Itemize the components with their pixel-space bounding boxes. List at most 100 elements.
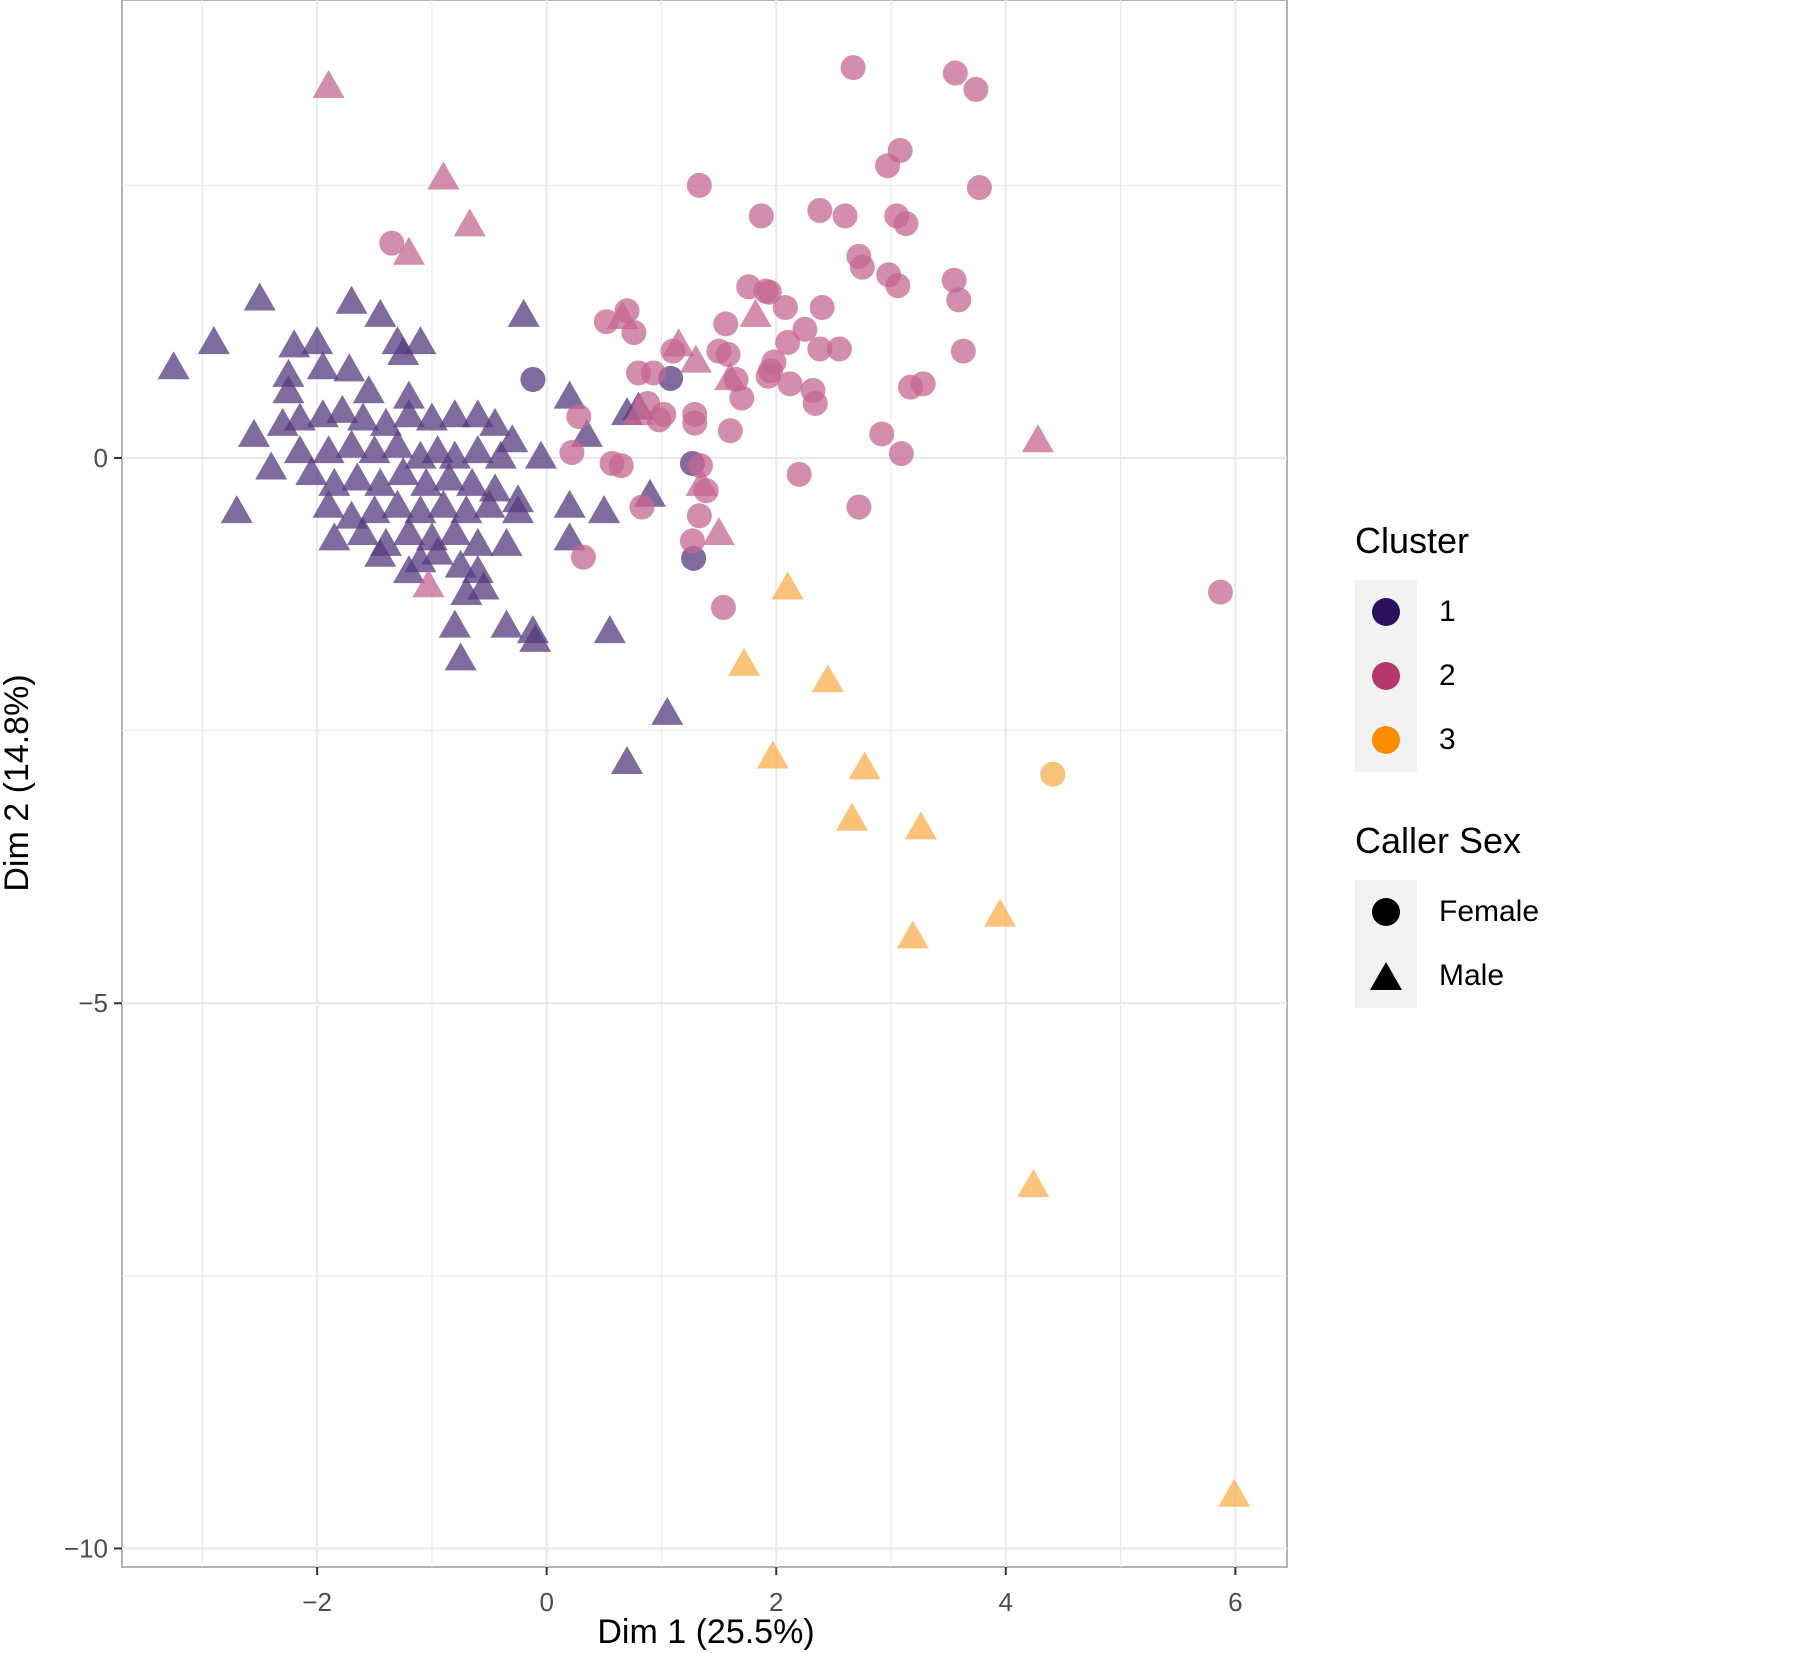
cluster-1-male-point: [392, 399, 425, 428]
cluster-2-female-point: [755, 363, 781, 389]
cluster-1-male-point: [387, 456, 420, 485]
legend-cluster-1-key: [1355, 580, 1417, 644]
cluster-1-male-point: [392, 555, 425, 584]
y-axis-ticks: −10 −5 0: [64, 443, 122, 1563]
cluster-2-male-point: [312, 69, 345, 98]
cluster-2-female-point: [729, 385, 755, 411]
cluster-1-male-point: [553, 489, 586, 518]
cluster-1-male-point: [364, 298, 397, 327]
legend-cluster-3-key: [1355, 708, 1417, 772]
cluster-2-female-point: [640, 360, 666, 386]
cluster-2-male-point: [392, 236, 425, 265]
cluster-1-male-point: [301, 326, 334, 355]
cluster-2-female-point: [570, 544, 596, 570]
x-axis-title: Dim 1 (25.5%): [597, 1613, 814, 1651]
cluster-1-male-point: [611, 745, 644, 774]
cluster-3-male-point: [728, 647, 761, 676]
legend-sex-male: Male: [1355, 944, 1775, 1008]
cluster-1-male-point: [519, 623, 552, 652]
legend-female-key: [1355, 880, 1417, 944]
legend-cluster-3: 3: [1355, 708, 1775, 772]
cluster-1-male-point: [278, 329, 311, 358]
cluster-2-swatch: [1372, 662, 1400, 690]
cluster-1-male-point: [237, 418, 270, 447]
cluster-2-male-point: [453, 208, 486, 237]
cluster-1-male-point: [333, 353, 366, 382]
cluster-2-female-point: [629, 494, 655, 520]
cluster-1-male-point: [501, 495, 534, 524]
cluster-1-male-point: [496, 424, 529, 453]
cluster-1-male-point: [507, 298, 540, 327]
cluster-2-female-point: [826, 336, 852, 362]
cluster-2-male-point: [714, 362, 747, 391]
y-tick-label: 0: [94, 443, 108, 473]
cluster-1-male-point: [255, 451, 288, 480]
cluster-2-female-point: [717, 418, 743, 444]
cluster-1-male-point: [197, 326, 230, 355]
cluster-2-female-point: [950, 338, 976, 364]
cluster-1-male-point: [456, 467, 489, 496]
cluster-2-male-point: [412, 569, 445, 598]
cluster-3-male-point: [1017, 1169, 1050, 1198]
cluster-3-male-point: [811, 664, 844, 693]
legend: Cluster 1 2 3 Caller Sex: [1355, 520, 1775, 1056]
cluster-1-male-point: [421, 435, 454, 464]
cluster-1-male-point: [461, 435, 494, 464]
cluster-2-female-point: [792, 316, 818, 342]
cluster-1-male-point: [461, 527, 494, 556]
grid-lines: [122, 0, 1287, 1567]
y-tick-label: −5: [78, 988, 108, 1018]
cluster-3-male-point: [756, 740, 789, 769]
x-tick-label: 4: [999, 1587, 1013, 1617]
cluster-1-male-point: [651, 696, 684, 725]
cluster-2-female-point: [946, 287, 972, 313]
cluster-2-female-point: [966, 175, 992, 201]
cluster-1-female-point: [520, 366, 546, 392]
y-axis-title: Dim 2 (14.8%): [0, 674, 36, 891]
cluster-3-female-point: [1040, 761, 1066, 787]
cluster-2-female-point: [777, 371, 803, 397]
cluster-1-male-point: [295, 456, 328, 485]
cluster-1-male-point: [438, 516, 471, 545]
cluster-2-female-point: [1207, 579, 1233, 605]
cluster-1-male-point: [438, 399, 471, 428]
cluster-2-male-point: [1021, 424, 1054, 453]
cluster-1-male-point: [220, 495, 253, 524]
cluster-1-male-point: [283, 435, 316, 464]
cluster-1-male-point: [157, 351, 190, 380]
cluster-1-male-point: [479, 407, 512, 436]
cluster-2-female-point: [802, 390, 828, 416]
cluster-2-female-point: [786, 461, 812, 487]
triangle-shape-icon: [1370, 962, 1402, 990]
cluster-3-male-point: [984, 898, 1017, 927]
cluster-1-male-point: [490, 609, 523, 638]
cluster-3-male-point: [771, 571, 804, 600]
cluster-2-female-point: [846, 494, 872, 520]
cluster-1-male-point: [341, 462, 374, 491]
cluster-2-female-point: [772, 295, 798, 321]
cluster-2-female-point: [869, 421, 895, 447]
y-tick-label: −10: [64, 1533, 108, 1563]
x-axis-ticks: −2 0 2 4 6: [302, 1567, 1243, 1617]
cluster-2-male-point: [427, 161, 460, 190]
cluster-1-male-point: [553, 522, 586, 551]
cluster-2-male-point: [702, 516, 735, 545]
x-tick-label: 0: [539, 1587, 553, 1617]
cluster-2-female-point: [379, 230, 405, 256]
cluster-1-male-point: [243, 282, 276, 311]
cluster-1-male-point: [381, 429, 414, 458]
cluster-1-male-point: [490, 527, 523, 556]
cluster-2-female-point: [608, 453, 634, 479]
legend-cluster-1-label: 1: [1439, 595, 1456, 628]
cluster-2-female-point: [910, 371, 936, 397]
cluster-1-male-point: [570, 418, 603, 447]
x-tick-label: 2: [769, 1587, 783, 1617]
cluster-2-female-point: [646, 407, 672, 433]
legend-cluster-2-key: [1355, 644, 1417, 708]
cluster-2-male-point: [739, 298, 772, 327]
cluster-1-male-point: [352, 375, 385, 404]
cluster-2-female-point: [893, 211, 919, 237]
cluster-2-female-point: [807, 197, 833, 223]
